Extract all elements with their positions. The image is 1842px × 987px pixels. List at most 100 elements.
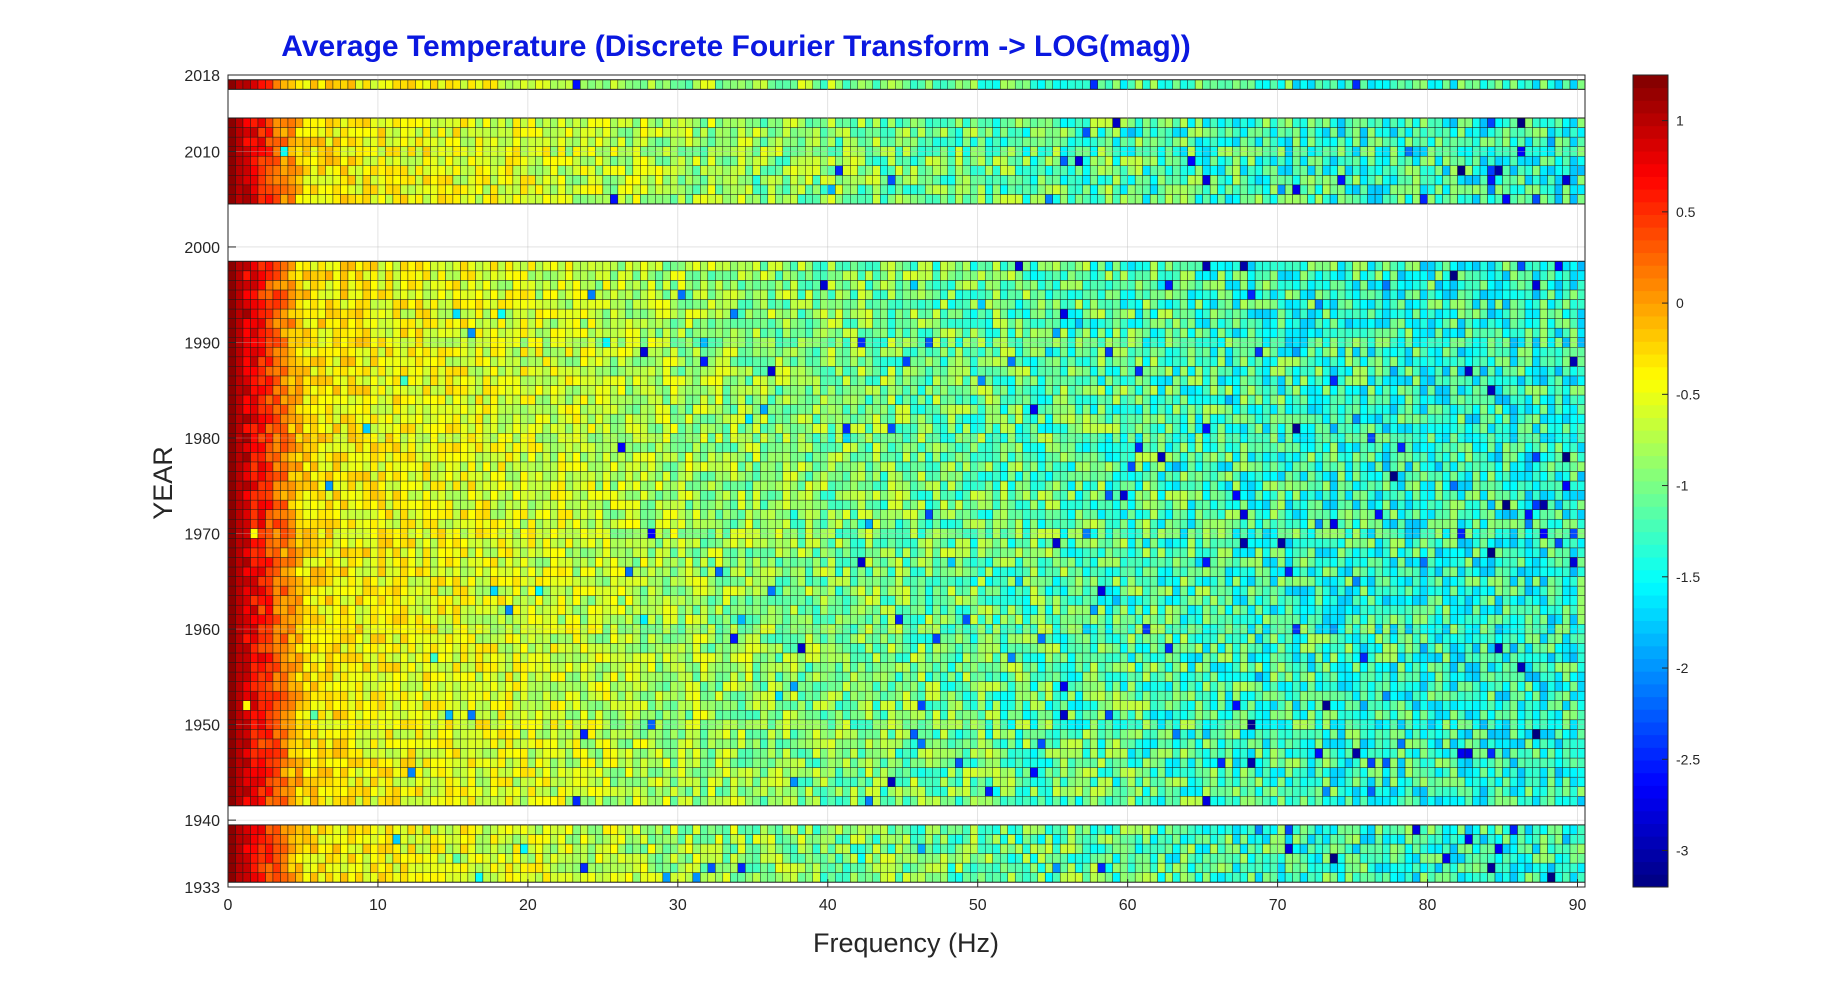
- heatmap-cell: [1337, 700, 1346, 711]
- heatmap-cell: [1059, 834, 1068, 845]
- heatmap-cell: [1014, 690, 1023, 701]
- heatmap-cell: [1367, 681, 1376, 692]
- heatmap-cell: [805, 652, 814, 663]
- heatmap-cell: [295, 738, 304, 749]
- heatmap-cell: [737, 824, 746, 835]
- heatmap-cell: [1547, 652, 1556, 663]
- heatmap-cell: [250, 662, 259, 673]
- heatmap-cell: [782, 767, 791, 778]
- heatmap-cell: [1382, 843, 1391, 854]
- heatmap-cell: [272, 786, 281, 797]
- heatmap-cell: [1577, 757, 1586, 768]
- heatmap-cell: [445, 643, 454, 654]
- heatmap-cell: [1037, 862, 1046, 873]
- heatmap-cell: [490, 776, 499, 787]
- heatmap-cell: [805, 710, 814, 721]
- heatmap-cell: [1284, 738, 1293, 749]
- heatmap-cell: [1074, 690, 1083, 701]
- heatmap-cell: [1457, 662, 1466, 673]
- heatmap-cell: [850, 681, 858, 692]
- heatmap-cell: [1134, 614, 1143, 625]
- heatmap-cell: [685, 710, 694, 721]
- heatmap-cell: [1022, 872, 1031, 883]
- heatmap-cell: [1052, 757, 1061, 768]
- heatmap-cell: [490, 757, 499, 768]
- heatmap-cell: [1247, 690, 1256, 701]
- heatmap-cell: [265, 748, 274, 759]
- heatmap-cell: [715, 862, 724, 873]
- heatmap-cell: [1112, 796, 1121, 807]
- heatmap-cell: [557, 843, 566, 854]
- heatmap-cell: [1262, 862, 1271, 873]
- heatmap-cell: [1502, 776, 1511, 787]
- heatmap-cell: [490, 796, 499, 807]
- heatmap-cell: [392, 843, 401, 854]
- heatmap-cell: [347, 652, 356, 663]
- heatmap-cell: [1577, 748, 1586, 759]
- heatmap-cell: [1292, 681, 1301, 692]
- heatmap-cell: [1164, 662, 1173, 673]
- heatmap-cell: [1307, 767, 1316, 778]
- heatmap-cell: [1517, 767, 1526, 778]
- heatmap-cell: [1314, 643, 1323, 654]
- heatmap-cell: [984, 824, 993, 835]
- heatmap-cell: [1502, 757, 1511, 768]
- heatmap-cell: [887, 710, 896, 721]
- heatmap-cell: [467, 853, 476, 864]
- heatmap-cell: [827, 690, 836, 701]
- heatmap-cell: [677, 767, 686, 778]
- heatmap-cell: [572, 710, 581, 721]
- heatmap-cell: [1502, 729, 1511, 740]
- heatmap-cell: [1532, 700, 1541, 711]
- heatmap-cell: [685, 643, 694, 654]
- heatmap-cell: [302, 872, 311, 883]
- heatmap-cell: [1427, 872, 1436, 883]
- heatmap-cell: [1562, 729, 1571, 740]
- heatmap-cell: [280, 738, 289, 749]
- heatmap-cell: [370, 872, 379, 883]
- heatmap-cell: [1487, 633, 1496, 644]
- heatmap-cell: [850, 872, 858, 883]
- heatmap-cell: [940, 748, 948, 759]
- heatmap-cell: [984, 662, 993, 673]
- heatmap-cell: [325, 738, 334, 749]
- heatmap-cell: [670, 633, 679, 644]
- heatmap-cell: [325, 681, 334, 692]
- heatmap-cell: [850, 767, 858, 778]
- heatmap-cell: [1367, 824, 1376, 835]
- heatmap-cell: [520, 700, 529, 711]
- heatmap-cell: [422, 796, 431, 807]
- heatmap-cell: [1164, 748, 1173, 759]
- heatmap-cell: [1344, 767, 1353, 778]
- heatmap-cell: [587, 853, 596, 864]
- heatmap-cell: [940, 738, 948, 749]
- heatmap-cell: [865, 604, 873, 615]
- heatmap-cell: [1359, 729, 1368, 740]
- heatmap-cell: [842, 786, 851, 797]
- heatmap-cell: [1547, 681, 1556, 692]
- heatmap-cell: [265, 614, 274, 625]
- heatmap-cell: [355, 690, 364, 701]
- heatmap-cell: [1539, 652, 1548, 663]
- heatmap-cell: [745, 862, 754, 873]
- heatmap-cell: [932, 690, 941, 701]
- heatmap-cell: [415, 786, 424, 797]
- heatmap-cell: [1239, 843, 1248, 854]
- heatmap-cell: [430, 604, 439, 615]
- heatmap-cell: [1494, 796, 1503, 807]
- heatmap-cell: [872, 767, 881, 778]
- heatmap-cell: [1539, 604, 1548, 615]
- heatmap-cell: [1164, 633, 1173, 644]
- heatmap-cell: [910, 748, 918, 759]
- heatmap-cell: [1472, 796, 1481, 807]
- heatmap-cell: [1067, 796, 1076, 807]
- heatmap-cell: [1479, 738, 1488, 749]
- heatmap-cell: [1277, 604, 1286, 615]
- heatmap-cell: [392, 862, 401, 873]
- heatmap-cell: [880, 862, 888, 873]
- heatmap-cell: [310, 767, 319, 778]
- heatmap-cell: [700, 690, 709, 701]
- heatmap-cell: [422, 671, 431, 682]
- heatmap-cell: [1007, 729, 1016, 740]
- heatmap-cell: [475, 843, 484, 854]
